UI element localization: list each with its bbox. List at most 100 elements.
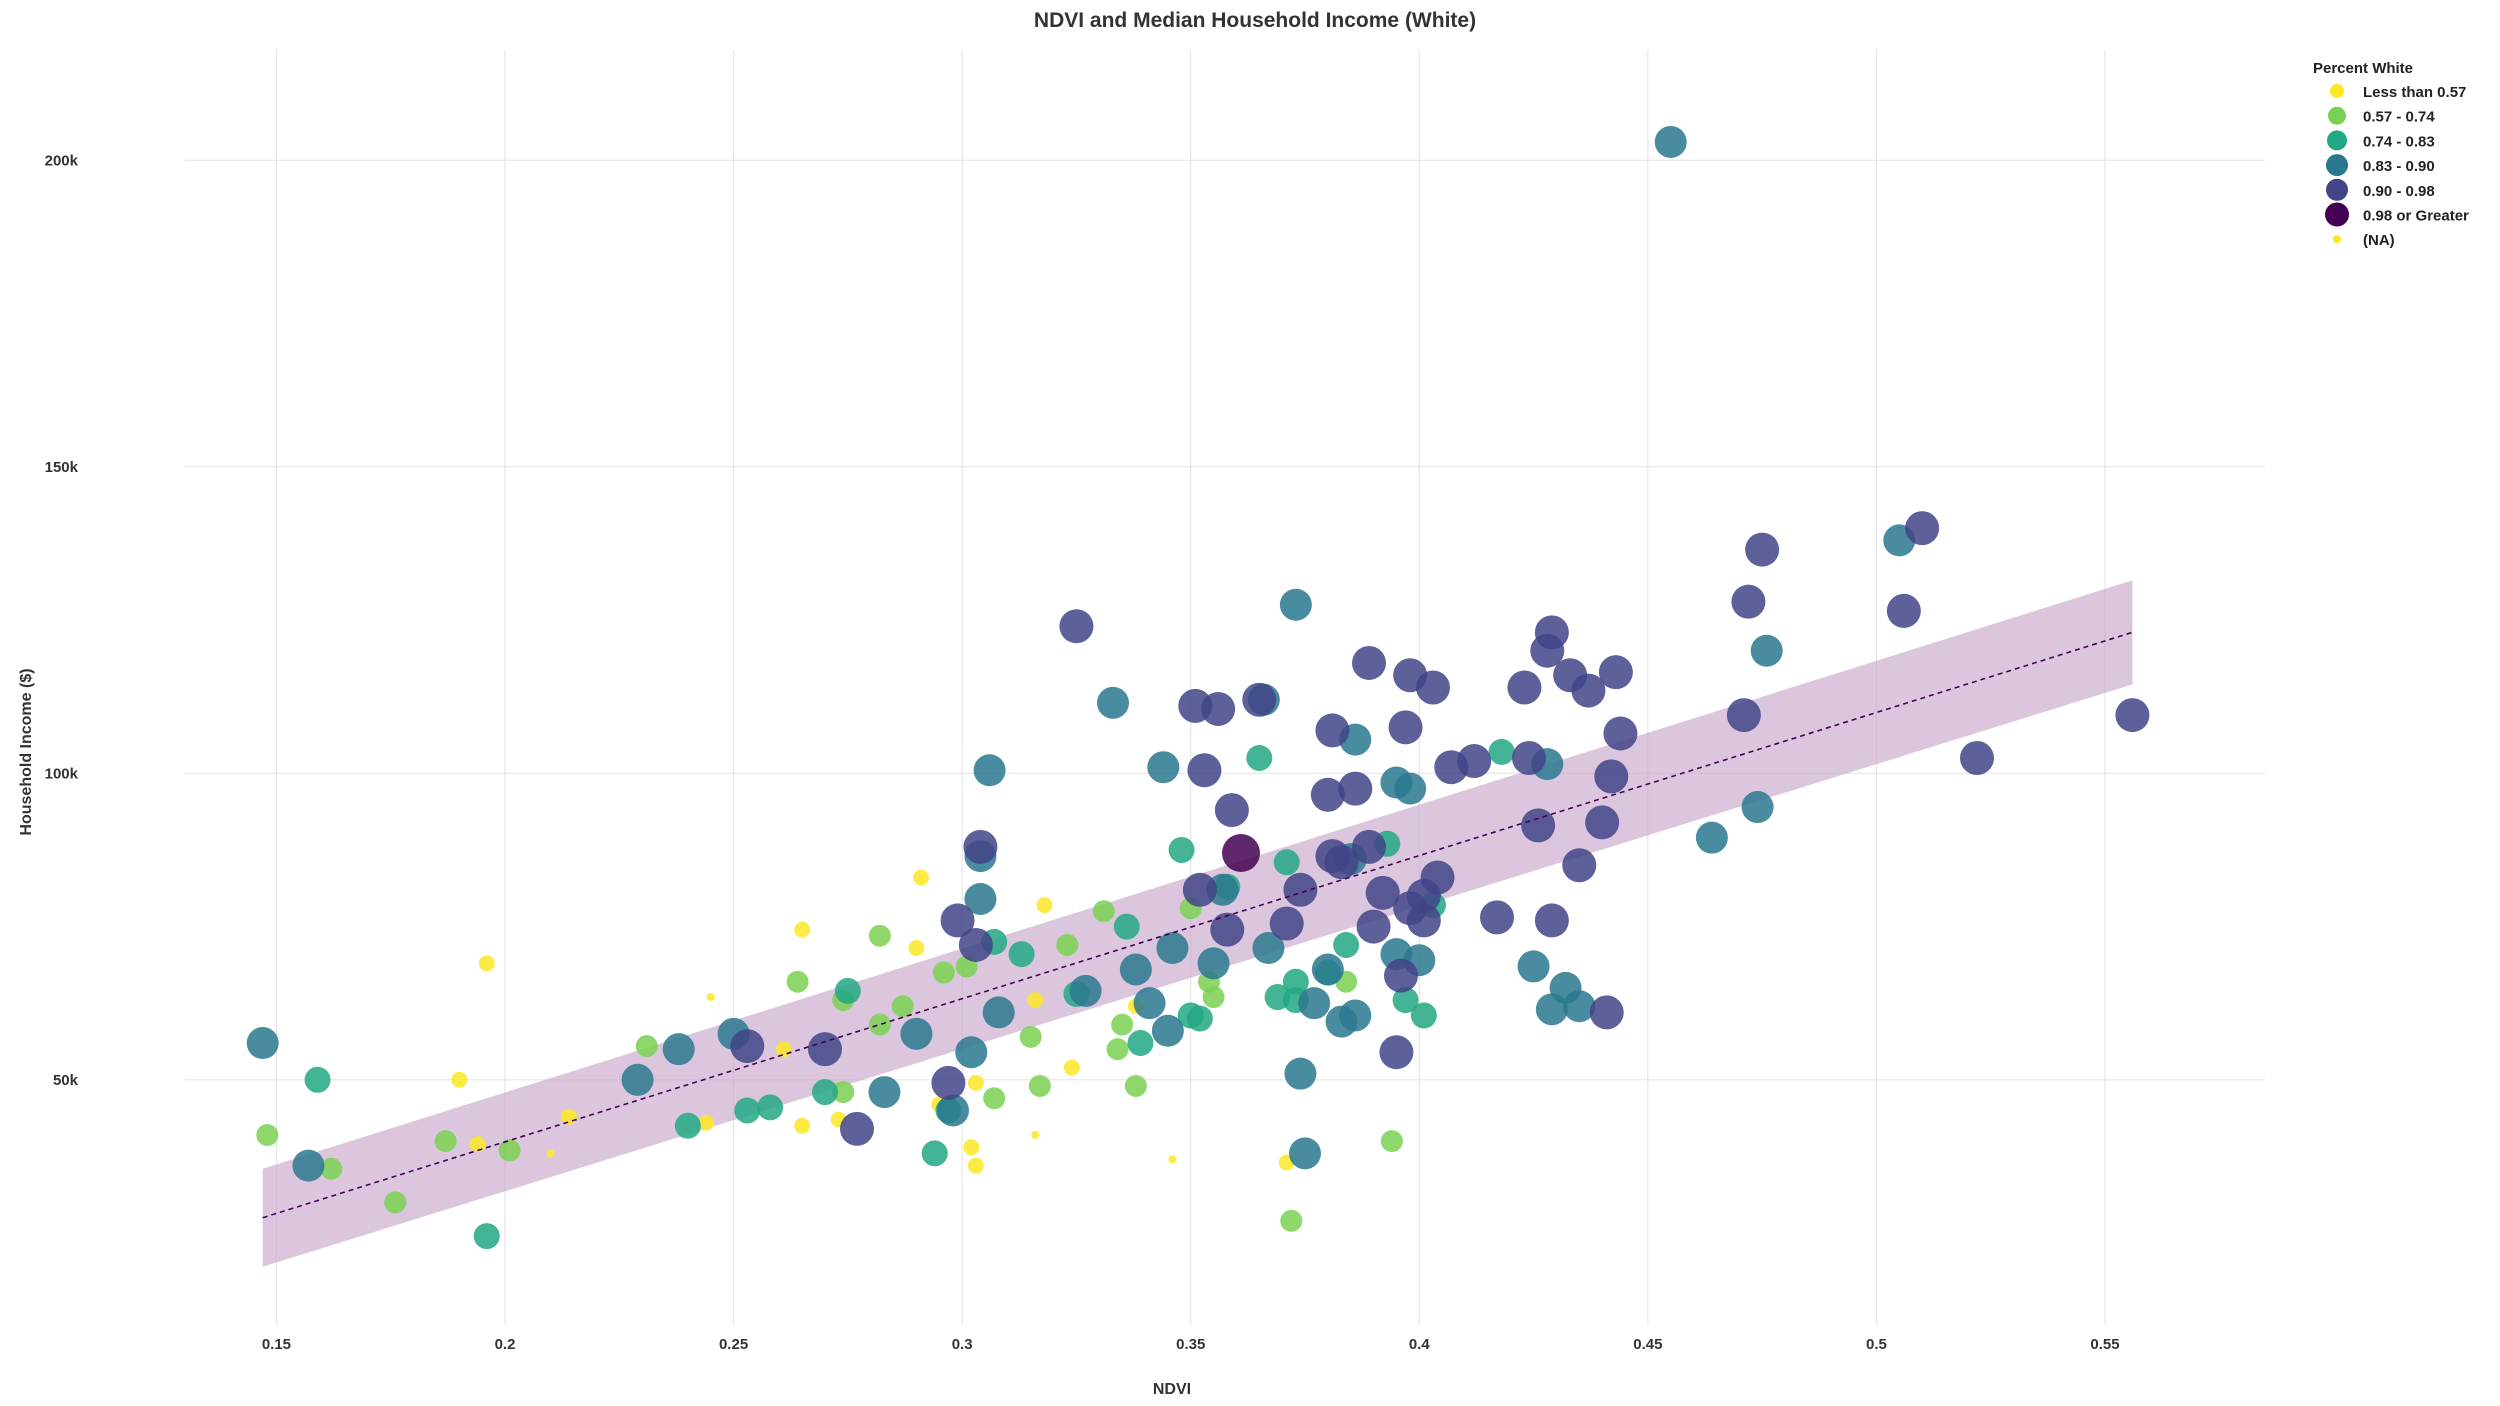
data-point: [982, 996, 1015, 1029]
data-point: [1333, 931, 1360, 958]
data-point: [635, 1035, 658, 1058]
data-point: [868, 1076, 901, 1109]
data-point: [561, 1108, 577, 1125]
legend-label: 0.83 - 0.90: [2363, 158, 2435, 175]
trend-line: [262, 631, 2133, 1219]
data-point: [1392, 987, 1419, 1014]
data-point: [473, 1223, 500, 1250]
data-point: [1356, 909, 1391, 944]
legend-swatch: [2327, 130, 2347, 151]
data-point: [1594, 759, 1629, 794]
data-point: [1507, 670, 1542, 705]
data-point: [1031, 1130, 1040, 1139]
legend-swatch: [2326, 154, 2348, 177]
legend-title: Percent White: [2313, 60, 2413, 77]
data-point: [1571, 673, 1606, 708]
data-point: [1534, 615, 1569, 650]
data-point: [1028, 1074, 1051, 1097]
confidence-band-layer: [262, 580, 2133, 1267]
data-point: [812, 1079, 838, 1106]
data-point: [1069, 974, 1102, 1007]
data-point: [698, 1114, 715, 1131]
data-point: [1750, 634, 1783, 667]
legend-label: 0.90 - 0.98: [2363, 183, 2435, 200]
data-point: [1056, 933, 1079, 956]
y-tick-label: 50k: [53, 1072, 79, 1089]
x-tick-label: 0.35: [1176, 1336, 1205, 1353]
data-point: [1695, 821, 1728, 854]
data-point: [1092, 900, 1115, 923]
data-point: [1416, 670, 1450, 705]
data-point: [1214, 793, 1249, 828]
data-point: [384, 1191, 407, 1214]
data-point: [1589, 995, 1624, 1030]
data-point: [1269, 906, 1304, 941]
data-point: [1410, 1002, 1437, 1029]
data-point: [1008, 941, 1035, 968]
data-point: [1282, 968, 1309, 995]
data-point: [320, 1157, 343, 1180]
data-points-layer: [246, 125, 2150, 1250]
data-point: [1202, 986, 1225, 1009]
data-point: [1534, 903, 1569, 938]
confidence-band: [262, 580, 2133, 1267]
data-point: [808, 1032, 842, 1067]
data-point: [967, 1074, 984, 1091]
data-point: [1197, 947, 1230, 980]
data-point: [1097, 686, 1129, 719]
legend-label: (NA): [2363, 232, 2395, 249]
chart-title: NDVI and Median Household Income (White): [1034, 9, 1476, 32]
legend-swatch: [2328, 106, 2346, 125]
data-point: [1151, 1014, 1184, 1047]
data-point: [1517, 950, 1550, 983]
data-point: [1388, 710, 1423, 745]
data-point: [292, 1149, 325, 1182]
data-point: [1339, 999, 1372, 1032]
data-point: [1324, 845, 1359, 880]
data-point: [304, 1066, 331, 1093]
data-point: [964, 882, 997, 915]
data-point: [1598, 655, 1633, 690]
data-point: [1242, 682, 1277, 717]
data-point: [1280, 1209, 1303, 1232]
data-point: [1027, 992, 1044, 1009]
x-tick-label: 0.5: [1866, 1336, 1887, 1353]
data-point: [1187, 753, 1222, 788]
data-point: [1654, 125, 1687, 158]
legend: Percent White Less than 0.57 0.57 - 0.74 0…: [2313, 60, 2469, 249]
data-point: [958, 927, 993, 962]
y-axis-label: Household Income ($): [18, 668, 35, 835]
data-point: [1726, 698, 1761, 733]
data-point: [451, 1071, 468, 1088]
data-point: [1133, 987, 1166, 1020]
data-point: [674, 1112, 701, 1139]
data-point: [794, 921, 811, 938]
data-point: [1905, 511, 1940, 546]
data-point: [757, 1094, 784, 1121]
data-point: [1063, 1059, 1080, 1076]
data-point: [931, 1065, 966, 1100]
data-point: [963, 1139, 980, 1156]
data-point: [2115, 698, 2150, 733]
data-point: [1124, 1074, 1147, 1097]
data-point: [891, 995, 914, 1018]
data-point: [832, 1081, 855, 1104]
data-point: [967, 1157, 984, 1174]
data-point: [840, 1111, 874, 1146]
tick-labels-layer: 0.15 0.2 0.25 0.3 0.35 0.4 0.45 0.5 0.55 50k 100k 1…: [45, 152, 2120, 1353]
data-point: [1284, 1057, 1317, 1090]
data-point: [1603, 716, 1638, 751]
data-point: [1279, 588, 1312, 621]
data-point: [1289, 1137, 1321, 1170]
data-point: [834, 977, 861, 1004]
data-point: [1521, 808, 1556, 843]
data-point: [621, 1063, 654, 1096]
data-point: [794, 1117, 811, 1134]
data-point: [1036, 897, 1053, 914]
data-point: [1563, 990, 1596, 1023]
data-point: [730, 1029, 765, 1064]
legend-label: 0.98 or Greater: [2363, 208, 2469, 225]
data-point: [1457, 744, 1492, 779]
data-point: [1127, 1030, 1154, 1057]
x-tick-label: 0.4: [1409, 1336, 1431, 1353]
